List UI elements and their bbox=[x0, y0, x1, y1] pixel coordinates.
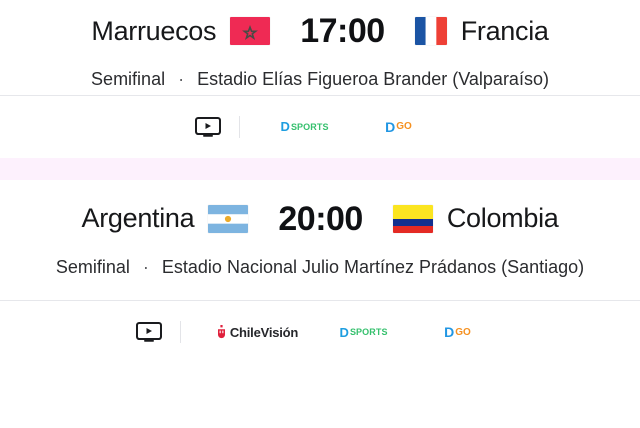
home-team-name: Marruecos bbox=[91, 15, 217, 46]
match-stage: Semifinal bbox=[91, 69, 166, 89]
match-venue: Estadio Nacional Julio Martínez Prádanos… bbox=[161, 256, 585, 277]
match-meta: Semifinal · Estadio Elías Figueroa Brand… bbox=[0, 62, 640, 95]
match-stage: Semifinal bbox=[55, 256, 130, 277]
dsports-logo-mark: D bbox=[339, 324, 349, 340]
match-card-1[interactable]: Marruecos 17:00 Francia Semifinal bbox=[0, 0, 640, 95]
dsports-logo-text: SPORTS bbox=[290, 121, 329, 132]
flag-argentina bbox=[208, 204, 249, 233]
dgo-logo-mark: D bbox=[385, 118, 396, 135]
flag-france bbox=[414, 17, 447, 45]
match-row: Argentina 20:00 Colombia bbox=[0, 188, 640, 250]
match-venue: Estadio Elías Figueroa Brander (Valparaí… bbox=[197, 69, 549, 89]
match-meta: Semifinal · Estadio Nacional Julio Martí… bbox=[0, 250, 640, 283]
dsports-logo-mark: D bbox=[280, 119, 290, 134]
tv-play-icon[interactable] bbox=[194, 116, 221, 137]
broadcast-separator bbox=[179, 321, 181, 343]
broadcast-separator bbox=[238, 115, 240, 138]
broadcaster-dgo[interactable]: D GO bbox=[411, 325, 505, 339]
tv-play-icon[interactable] bbox=[135, 322, 162, 342]
flag-morocco bbox=[230, 17, 271, 45]
dgo-logo-text: GO bbox=[396, 121, 412, 132]
broadcaster-chilevision[interactable]: ChileVisión bbox=[199, 325, 317, 340]
flag-colombia bbox=[392, 204, 433, 233]
broadcast-row-2: ChileVisión D SPORTS D GO bbox=[0, 301, 640, 363]
away-team-name: Francia bbox=[460, 15, 549, 46]
section-divider bbox=[0, 300, 640, 301]
match-divider-band bbox=[0, 157, 640, 180]
meta-separator: · bbox=[142, 256, 149, 277]
broadcaster-dgo[interactable]: D GO bbox=[352, 120, 446, 134]
kickoff-time: 20:00 bbox=[278, 199, 363, 238]
dsports-logo-text: SPORTS bbox=[349, 327, 388, 337]
home-team-name: Argentina bbox=[81, 203, 195, 233]
away-team-name: Colombia bbox=[446, 203, 559, 233]
meta-separator: · bbox=[178, 69, 185, 89]
broadcaster-dsports[interactable]: D SPORTS bbox=[317, 326, 411, 339]
broadcast-inner: D SPORTS D GO bbox=[194, 115, 446, 138]
dgo-logo-mark: D bbox=[444, 324, 455, 340]
dgo-logo-text: GO bbox=[455, 326, 471, 338]
match-row: Marruecos 17:00 Francia bbox=[0, 0, 640, 62]
section-divider bbox=[0, 94, 640, 96]
chilevision-logo-text: ChileVisión bbox=[229, 324, 299, 340]
chilevision-logo-mark bbox=[217, 325, 226, 339]
kickoff-time: 17:00 bbox=[300, 12, 385, 50]
match-card-2[interactable]: Argentina 20:00 Colombia bbox=[0, 179, 640, 283]
broadcast-row-1: D SPORTS D GO bbox=[0, 95, 640, 158]
broadcaster-dsports[interactable]: D SPORTS bbox=[258, 120, 352, 133]
broadcast-inner: ChileVisión D SPORTS D GO bbox=[135, 321, 505, 343]
